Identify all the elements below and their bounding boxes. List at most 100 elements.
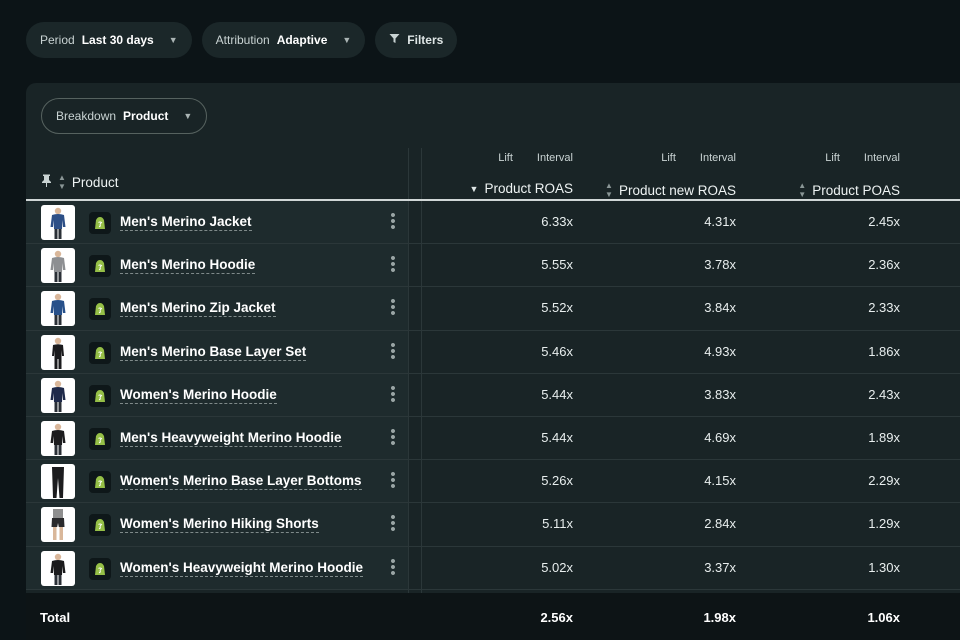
table-row[interactable]: Men's Merino Jacket • • • 6.33x 4.31x 2.45… — [26, 201, 960, 245]
product-name-link[interactable]: Men's Merino Base Layer Set — [120, 343, 307, 361]
product-name-link[interactable]: Women's Merino Hiking Shorts — [120, 516, 319, 534]
product-name-link[interactable]: Women's Merino Base Layer Bottoms — [120, 473, 362, 491]
product-thumbnail — [41, 507, 75, 543]
breakdown-selector[interactable]: Breakdown Product ▼ — [41, 98, 208, 134]
product-name-link[interactable]: Men's Merino Jacket — [120, 214, 252, 231]
column-header-product-poas[interactable]: Lift Interval ▲ ▼ Product POAS — [730, 148, 900, 199]
pin-icon[interactable] — [41, 174, 52, 190]
column-header-product-roas[interactable]: Lift Interval ▼ Product ROAS — [403, 148, 573, 196]
product-new-roas-value: 3.83x — [704, 386, 736, 402]
attribution-value: Adaptive — [276, 33, 328, 47]
period-label: Period — [40, 33, 75, 47]
more-options-icon[interactable]: • • • — [390, 336, 396, 366]
product-name-link[interactable]: Men's Merino Zip Jacket — [120, 300, 276, 318]
more-options-icon[interactable]: • • • — [390, 509, 396, 539]
shopify-icon — [89, 471, 111, 494]
table-body: Men's Merino Jacket • • • 6.33x 4.31x 2.45… — [26, 201, 960, 590]
total-product-new-roas: 1.98x — [703, 610, 736, 625]
table-row[interactable]: Women's Heavyweight Merino Hoodie • • • 5.… — [26, 546, 960, 590]
more-options-icon[interactable]: • • • — [390, 552, 396, 582]
sort-desc-icon[interactable]: ▼ — [469, 183, 479, 194]
more-options-icon[interactable]: • • • — [390, 250, 396, 280]
lift-label[interactable]: Lift — [661, 152, 676, 164]
shopify-icon — [89, 298, 111, 321]
product-poas-value: 2.33x — [868, 300, 900, 316]
product-cell: Women's Merino Hiking Shorts • • • — [26, 503, 408, 546]
filters-label: Filters — [407, 33, 444, 47]
shopify-icon — [89, 514, 111, 537]
product-roas-value: 5.11x — [542, 516, 573, 532]
column-header-product-new-roas[interactable]: Lift Interval ▲ ▼ Product new ROAS — [566, 148, 736, 199]
more-options-icon[interactable]: • • • — [390, 293, 396, 323]
chevron-down-icon: ▼ — [168, 35, 178, 45]
product-thumbnail — [41, 291, 75, 327]
product-name-link[interactable]: Men's Merino Hoodie — [120, 257, 256, 275]
total-label: Total — [40, 610, 71, 625]
column-divider — [421, 148, 422, 640]
table-row[interactable]: Men's Merino Base Layer Set • • • 5.46x 4.… — [26, 330, 960, 374]
product-cell: Men's Merino Hoodie • • • — [26, 244, 408, 287]
filters-button[interactable]: Filters — [375, 22, 458, 58]
interval-label[interactable]: Interval — [699, 152, 736, 164]
product-new-roas-value: 2.84x — [704, 516, 736, 532]
table-row[interactable]: Women's Merino Hoodie • • • 5.44x 3.83x 2.… — [26, 373, 960, 417]
lift-label[interactable]: Lift — [498, 152, 513, 164]
more-options-icon[interactable]: • • • — [390, 466, 396, 496]
table-row[interactable]: Men's Heavyweight Merino Hoodie • • • 5.44… — [26, 416, 960, 461]
product-thumbnail — [41, 334, 75, 370]
table-row[interactable]: Men's Merino Zip Jacket • • • 5.52x 3.84x … — [26, 287, 960, 331]
product-new-roas-value: 4.69x — [704, 429, 736, 445]
more-options-icon[interactable]: • • • — [390, 422, 396, 452]
shopify-icon — [89, 427, 111, 450]
attribution-selector[interactable]: Attribution Adaptive ▼ — [201, 22, 366, 58]
product-thumbnail — [41, 550, 75, 586]
more-options-icon[interactable]: • • • — [390, 379, 396, 409]
table-row[interactable]: Women's Merino Base Layer Bottoms • • • 5.… — [26, 460, 960, 504]
table-row[interactable]: Women's Merino Hiking Shorts • • • 5.11x 2… — [26, 503, 960, 547]
product-name-link[interactable]: Women's Merino Hoodie — [120, 386, 277, 404]
sort-icon[interactable]: ▲ ▼ — [58, 173, 66, 191]
more-options-icon[interactable]: • • • — [390, 207, 396, 236]
filter-bar: Period Last 30 days ▼ Attribution Adapti… — [26, 22, 458, 58]
shopify-icon — [89, 212, 111, 234]
product-poas-value: 2.36x — [868, 257, 900, 273]
product-poas-value: 1.89x — [868, 429, 900, 445]
total-row: Total 2.56x 1.98x 1.06x — [26, 593, 960, 640]
product-cell: Men's Heavyweight Merino Hoodie • • • — [26, 416, 408, 460]
shopify-icon — [89, 384, 111, 407]
product-name-link[interactable]: Men's Heavyweight Merino Hoodie — [120, 429, 342, 447]
sort-icon[interactable]: ▲ ▼ — [798, 181, 807, 199]
product-name-link[interactable]: Women's Heavyweight Merino Hoodie — [120, 559, 363, 577]
product-cell: Men's Merino Jacket • • • — [26, 201, 408, 244]
product-cell: Men's Merino Base Layer Set • • • — [26, 330, 408, 373]
product-poas-value: 2.45x — [868, 214, 900, 229]
product-column-header[interactable]: ▲ ▼ Product — [41, 173, 118, 191]
product-new-roas-value: 4.93x — [704, 343, 736, 359]
product-new-roas-value: 3.84x — [704, 300, 736, 316]
column-title: Product new ROAS — [618, 182, 736, 198]
breakdown-label: Breakdown — [56, 109, 117, 123]
period-selector[interactable]: Period Last 30 days ▼ — [26, 22, 192, 58]
chevron-down-icon: ▼ — [183, 111, 193, 121]
total-product-roas: 2.56x — [540, 610, 573, 625]
interval-label[interactable]: Interval — [863, 152, 900, 164]
header-divider — [26, 199, 960, 201]
product-roas-value: 6.33x — [541, 214, 573, 229]
table-header: ▲ ▼ Product Lift Interval ▼ Product ROAS Li… — [26, 148, 960, 200]
shopify-icon — [89, 341, 111, 364]
product-thumbnail — [41, 248, 75, 284]
product-thumbnail — [41, 377, 75, 413]
period-value: Last 30 days — [81, 33, 154, 47]
table-row[interactable]: Men's Merino Hoodie • • • 5.55x 3.78x 2.36… — [26, 244, 960, 288]
product-header-label: Product — [71, 174, 119, 190]
product-poas-value: 1.86x — [868, 343, 900, 359]
product-roas-value: 5.02x — [541, 559, 573, 575]
sort-icon[interactable]: ▲ ▼ — [605, 181, 613, 199]
data-panel: Breakdown Product ▼ ▲ ▼ Product Lift Inter… — [26, 83, 960, 640]
interval-label[interactable]: Interval — [536, 152, 573, 164]
lift-label[interactable]: Lift — [825, 152, 840, 164]
total-product-poas: 1.06x — [867, 610, 900, 625]
column-divider — [408, 148, 409, 640]
product-new-roas-value: 3.37x — [704, 559, 736, 575]
product-cell: Women's Merino Hoodie • • • — [26, 373, 408, 416]
